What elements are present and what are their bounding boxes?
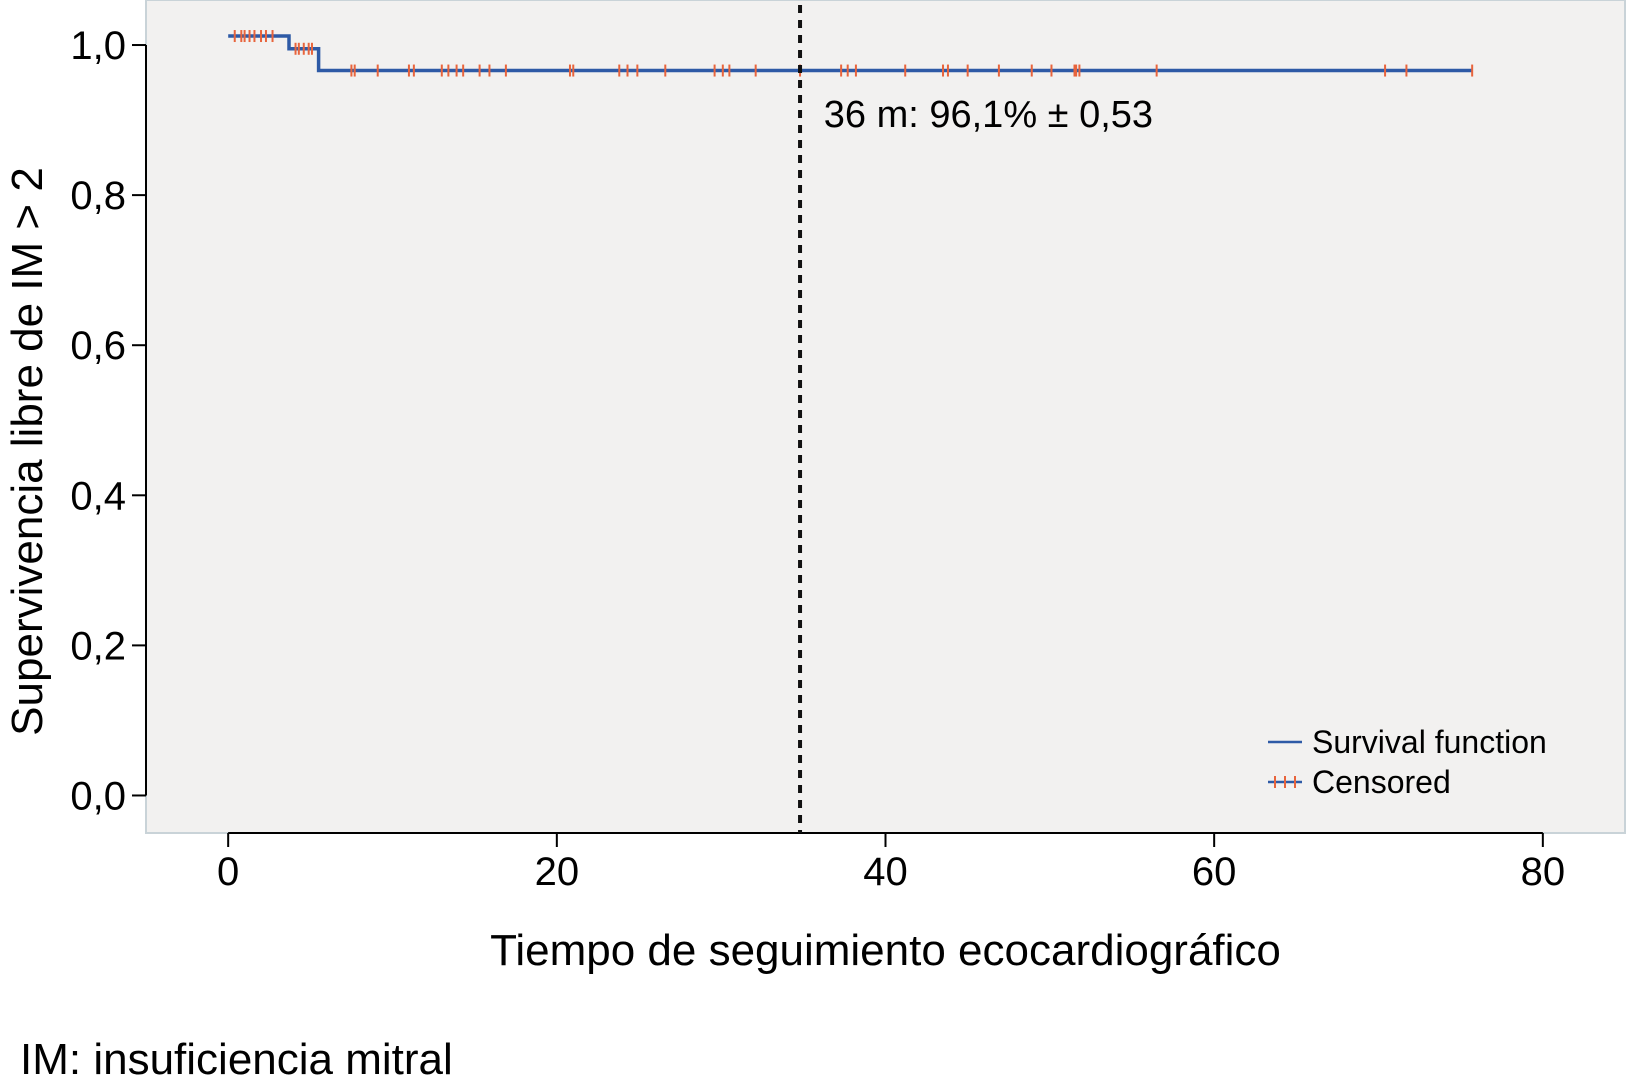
legend: Survival function Censored (1268, 724, 1547, 800)
annotation-label: 36 m: 96,1% ± 0,53 (824, 94, 1153, 136)
y-tick-label: 0,8 (70, 174, 126, 218)
x-tick-label: 0 (217, 850, 239, 894)
y-tick-label: 0,6 (70, 324, 126, 368)
x-tick-label: 40 (863, 850, 908, 894)
y-axis: 0,0 0,2 0,4 0,6 0,8 1,0 (70, 24, 147, 818)
y-tick-label: 1,0 (70, 24, 126, 68)
footnote: IM: insuficiencia mitral (20, 1035, 453, 1084)
x-tick-label: 20 (535, 850, 580, 894)
y-axis-title: Supervivencia libre de IM > 2 (3, 167, 52, 736)
x-axis: 0 20 40 60 80 (217, 832, 1566, 894)
y-tick-label: 0,0 (70, 774, 126, 818)
plot-area (145, 0, 1626, 834)
x-tick-label: 60 (1192, 850, 1237, 894)
annotations: 36 m: 96,1% ± 0,53 (798, 5, 1153, 833)
legend-label: Survival function (1312, 724, 1547, 760)
y-tick-label: 0,4 (70, 474, 126, 518)
plot-marks (228, 30, 1474, 77)
y-tick-label: 0,2 (70, 624, 126, 668)
x-axis-title: Tiempo de seguimiento ecocardiográfico (490, 926, 1281, 975)
legend-label: Censored (1312, 764, 1451, 800)
x-tick-label: 80 (1521, 850, 1566, 894)
